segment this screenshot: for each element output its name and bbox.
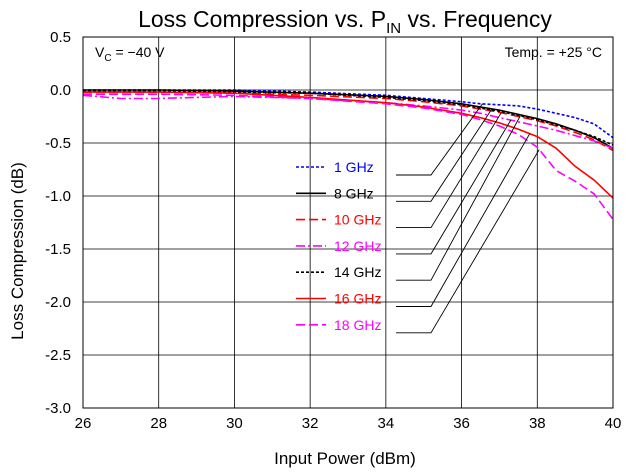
x-tick-labels: 26 28 30 32 34 36 38 40 bbox=[75, 415, 622, 432]
grid bbox=[82, 36, 614, 409]
leader-line bbox=[396, 119, 512, 255]
y-tick-label: 0.5 bbox=[50, 29, 71, 46]
y-tick-label: -1.5 bbox=[45, 241, 71, 258]
leader-line bbox=[396, 108, 493, 202]
x-tick-label: 26 bbox=[75, 415, 92, 432]
legend-label: 18 GHz bbox=[334, 317, 381, 333]
series-line bbox=[83, 89, 614, 139]
x-tick-label: 40 bbox=[605, 415, 622, 432]
x-axis-label: Input Power (dBm) bbox=[274, 449, 416, 468]
x-tick-label: 30 bbox=[226, 415, 243, 432]
leader-line bbox=[396, 112, 502, 229]
chart-title-main: Loss Compression vs. P bbox=[138, 6, 386, 32]
series-line bbox=[83, 91, 614, 199]
vc-annotation-subscript: C bbox=[104, 53, 111, 64]
y-tick-label: -2.0 bbox=[45, 294, 71, 311]
legend-label: 16 GHz bbox=[334, 291, 381, 307]
chart-title: Loss Compression vs. PIN vs. Frequency bbox=[138, 6, 552, 37]
legend-label: 1 GHz bbox=[334, 159, 374, 175]
legend-label: 8 GHz bbox=[334, 185, 374, 201]
vc-annotation-rest: = −40 V bbox=[112, 44, 166, 60]
vc-annotation: VC = −40 V bbox=[95, 44, 165, 64]
y-tick-label: 0.0 bbox=[50, 82, 71, 99]
legend-label: 12 GHz bbox=[334, 238, 381, 254]
legend-label: 10 GHz bbox=[334, 212, 381, 228]
y-tick-label: -3.0 bbox=[45, 400, 71, 417]
x-tick-label: 32 bbox=[302, 415, 319, 432]
plot-frame bbox=[82, 36, 614, 409]
leader-line bbox=[396, 103, 483, 176]
leader-line bbox=[396, 149, 540, 334]
y-axis-label: Loss Compression (dB) bbox=[8, 162, 27, 340]
y-tick-label: -2.5 bbox=[45, 347, 71, 364]
y-tick-label: -1.0 bbox=[45, 188, 71, 205]
chart-title-subscript: IN bbox=[386, 20, 401, 37]
leader-line bbox=[396, 115, 521, 281]
y-tick-labels: 0.5 0.0 -0.5 -1.0 -1.5 -2.0 -2.5 -3.0 bbox=[45, 29, 71, 417]
series-line bbox=[83, 93, 614, 220]
leader-line bbox=[396, 133, 531, 307]
series-line bbox=[83, 90, 614, 146]
x-tick-label: 34 bbox=[378, 415, 395, 432]
temperature-annotation: Temp. = +25 °C bbox=[505, 44, 602, 60]
chart-title-rest: vs. Frequency bbox=[401, 6, 552, 32]
x-tick-label: 36 bbox=[453, 415, 470, 432]
series-line bbox=[82, 94, 614, 150]
y-tick-label: -0.5 bbox=[45, 135, 71, 152]
x-tick-label: 38 bbox=[529, 415, 546, 432]
legend: 1 GHz 8 GHz 10 GHz 12 GHz 14 GHz 16 GHz 18 GHz bbox=[296, 103, 540, 334]
vc-annotation-main: V bbox=[95, 44, 105, 60]
legend-label: 14 GHz bbox=[334, 264, 381, 280]
x-tick-label: 28 bbox=[150, 415, 167, 432]
